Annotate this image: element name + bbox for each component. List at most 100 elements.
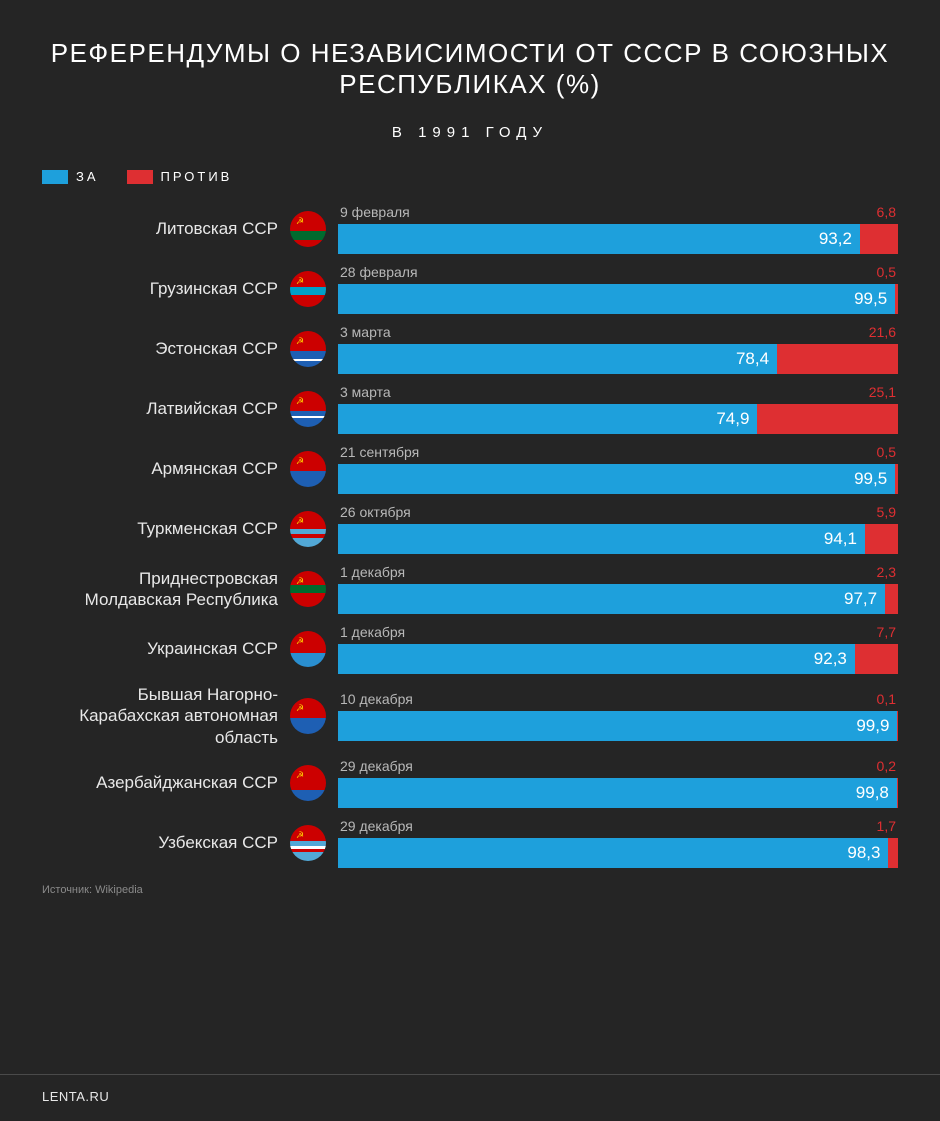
bar-segment-for: 99,9 (338, 711, 897, 741)
row-date: 21 сентября (340, 444, 419, 460)
row-date: 29 декабря (340, 758, 413, 774)
bar-track: 93,2 (338, 224, 898, 254)
legend: ЗА ПРОТИВ (42, 169, 898, 184)
row-against-value: 21,6 (869, 324, 896, 340)
chart-row: Приднестровская Молдавская Республика☭1 … (42, 564, 898, 614)
row-for-value: 92,3 (814, 649, 847, 669)
row-for-value: 93,2 (819, 229, 852, 249)
flag-icon: ☭ (290, 825, 326, 861)
bar-track: 99,8 (338, 778, 898, 808)
row-against-value: 0,5 (877, 264, 896, 280)
chart-row: Эстонская ССР ☭ 3 марта 21,6 78,4 (42, 324, 898, 374)
bar-segment-for: 99,8 (338, 778, 897, 808)
row-label: Узбекская ССР (158, 832, 278, 853)
chart-row: Украинская ССР ☭ 1 декабря 7,7 92,3 (42, 624, 898, 674)
bar-track: 78,4 (338, 344, 898, 374)
chart-area: Литовская ССР☭9 февраля6,893,2Грузинская… (42, 204, 898, 868)
chart-row: Узбекская ССР ☭ 29 декабря 1,7 98,3 (42, 818, 898, 868)
row-date: 26 октября (340, 504, 411, 520)
bar-segment-against (865, 524, 898, 554)
chart-row: Латвийская ССР ☭ 3 марта 25,1 74,9 (42, 384, 898, 434)
row-against-value: 1,7 (877, 818, 896, 834)
flag-icon: ☭ (290, 451, 326, 487)
row-date: 9 февраля (340, 204, 410, 220)
row-for-value: 97,7 (844, 589, 877, 609)
chart-row: Литовская ССР☭9 февраля6,893,2 (42, 204, 898, 254)
flag-icon: ☭ (290, 765, 326, 801)
bar-segment-for: 99,5 (338, 284, 895, 314)
row-for-value: 99,9 (856, 716, 889, 736)
row-label: Эстонская ССР (155, 338, 278, 359)
legend-label-against: ПРОТИВ (161, 169, 233, 184)
row-against-value: 5,9 (877, 504, 896, 520)
bar-track: 99,9 (338, 711, 898, 741)
chart-row: Армянская ССР☭21 сентября0,599,5 (42, 444, 898, 494)
bar-segment-against (895, 464, 898, 494)
row-label: Бывшая Нагорно-Карабахская автономная об… (42, 684, 278, 748)
bar-track: 98,3 (338, 838, 898, 868)
bar-segment-against (885, 584, 898, 614)
bar-segment-for: 74,9 (338, 404, 757, 434)
legend-label-for: ЗА (76, 169, 99, 184)
bar-segment-against (777, 344, 898, 374)
flag-icon: ☭ (290, 271, 326, 307)
flag-icon: ☭ (290, 391, 326, 427)
source-label: Источник: Wikipedia (42, 884, 898, 896)
row-against-value: 25,1 (869, 384, 896, 400)
chart-row: Бывшая Нагорно-Карабахская автономная об… (42, 684, 898, 748)
bar-segment-for: 94,1 (338, 524, 865, 554)
row-label: Литовская ССР (156, 218, 278, 239)
flag-icon: ☭ (290, 331, 326, 367)
legend-swatch-against (127, 170, 153, 184)
row-for-value: 99,5 (854, 469, 887, 489)
flag-icon: ☭ (290, 698, 326, 734)
row-label: Латвийская ССР (146, 398, 278, 419)
chart-subtitle: В 1991 ГОДУ (42, 124, 898, 141)
row-for-value: 74,9 (716, 409, 749, 429)
flag-icon: ☭ (290, 571, 326, 607)
chart-row: Туркменская ССР ☭ 26 октября 5,9 94,1 (42, 504, 898, 554)
row-for-value: 98,3 (847, 843, 880, 863)
row-against-value: 7,7 (877, 624, 896, 640)
bar-segment-against (897, 711, 898, 741)
row-label: Туркменская ССР (137, 518, 278, 539)
bar-segment-against (897, 778, 898, 808)
bar-segment-against (757, 404, 898, 434)
row-date: 29 декабря (340, 818, 413, 834)
legend-swatch-for (42, 170, 68, 184)
row-date: 28 февраля (340, 264, 418, 280)
row-against-value: 0,5 (877, 444, 896, 460)
bar-track: 74,9 (338, 404, 898, 434)
row-against-value: 2,3 (877, 564, 896, 580)
bar-track: 97,7 (338, 584, 898, 614)
row-label: Азербайджанская ССР (96, 772, 278, 793)
bar-segment-against (855, 644, 898, 674)
row-label: Украинская ССР (147, 638, 278, 659)
row-for-value: 78,4 (736, 349, 769, 369)
row-date: 3 марта (340, 384, 391, 400)
bar-track: 94,1 (338, 524, 898, 554)
bar-segment-for: 97,7 (338, 584, 885, 614)
row-date: 10 декабря (340, 691, 413, 707)
row-label: Грузинская ССР (150, 278, 278, 299)
footer-brand: LENTA.RU (0, 1074, 940, 1118)
row-date: 1 декабря (340, 624, 405, 640)
chart-row: Грузинская ССР ☭ 28 февраля 0,5 99,5 (42, 264, 898, 314)
row-date: 3 марта (340, 324, 391, 340)
bar-segment-for: 92,3 (338, 644, 855, 674)
bar-track: 92,3 (338, 644, 898, 674)
bar-track: 99,5 (338, 464, 898, 494)
flag-icon: ☭ (290, 631, 326, 667)
chart-title: РЕФЕРЕНДУМЫ О НЕЗАВИСИМОСТИ ОТ СССР В СО… (42, 38, 898, 100)
bar-track: 99,5 (338, 284, 898, 314)
chart-row: Азербайджанская ССР☭29 декабря0,299,8 (42, 758, 898, 808)
legend-item-against: ПРОТИВ (127, 169, 233, 184)
legend-item-for: ЗА (42, 169, 99, 184)
bar-segment-against (860, 224, 898, 254)
flag-icon: ☭ (290, 211, 326, 247)
bar-segment-for: 99,5 (338, 464, 895, 494)
bar-segment-for: 93,2 (338, 224, 860, 254)
bar-segment-for: 78,4 (338, 344, 777, 374)
flag-icon: ☭ (290, 511, 326, 547)
row-for-value: 99,8 (856, 783, 889, 803)
